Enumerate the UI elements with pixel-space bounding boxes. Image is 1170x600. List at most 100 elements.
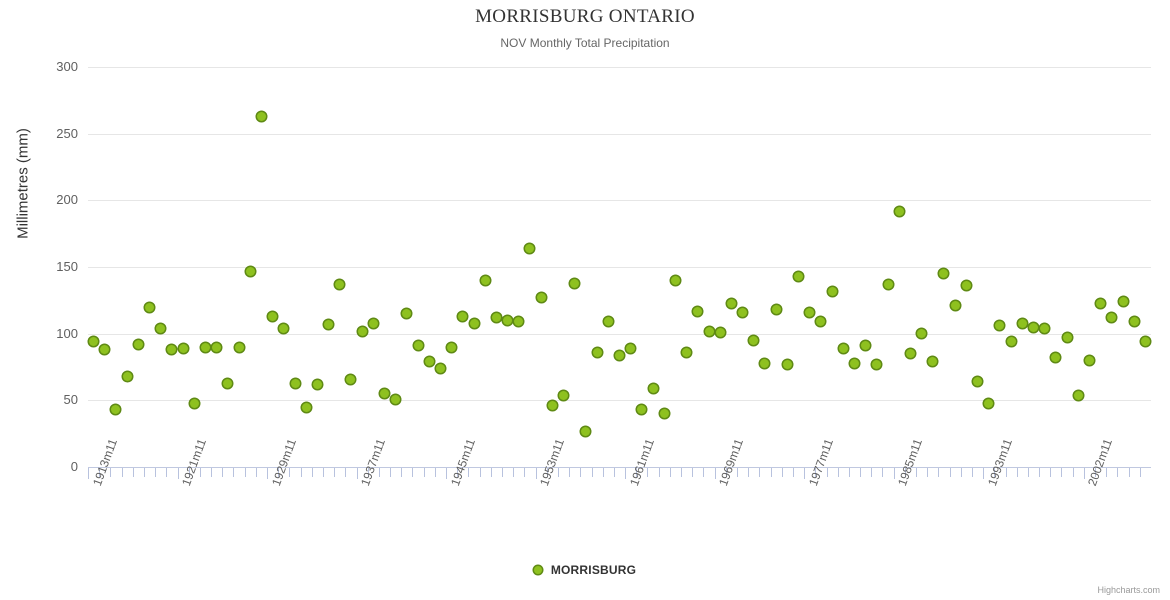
data-point[interactable]	[816, 317, 826, 327]
data-point[interactable]	[1040, 323, 1050, 333]
data-point[interactable]	[301, 402, 311, 412]
data-point[interactable]	[738, 307, 748, 317]
data-point[interactable]	[469, 318, 479, 328]
data-point[interactable]	[380, 389, 390, 399]
data-point[interactable]	[480, 275, 490, 285]
data-point[interactable]	[111, 405, 121, 415]
data-point[interactable]	[514, 317, 524, 327]
data-point[interactable]	[245, 266, 255, 276]
data-point[interactable]	[223, 378, 233, 388]
data-point[interactable]	[391, 394, 401, 404]
data-point[interactable]	[100, 345, 110, 355]
data-point[interactable]	[581, 426, 591, 436]
data-point[interactable]	[368, 318, 378, 328]
data-point[interactable]	[659, 409, 669, 419]
data-point[interactable]	[615, 350, 624, 360]
data-point[interactable]	[324, 319, 334, 329]
data-point[interactable]	[559, 390, 569, 400]
data-point[interactable]	[178, 343, 188, 353]
data-point[interactable]	[984, 398, 994, 408]
data-point[interactable]	[637, 405, 647, 415]
data-point[interactable]	[1118, 297, 1128, 307]
data-point[interactable]	[1140, 337, 1150, 347]
data-point[interactable]	[1107, 313, 1117, 323]
data-point[interactable]	[1006, 337, 1016, 347]
data-point[interactable]	[782, 359, 792, 369]
data-point[interactable]	[145, 302, 155, 312]
data-point[interactable]	[861, 341, 871, 351]
data-point[interactable]	[838, 343, 848, 353]
data-point[interactable]	[424, 357, 434, 367]
data-point[interactable]	[290, 378, 300, 388]
data-point[interactable]	[905, 349, 915, 359]
data-point[interactable]	[279, 323, 289, 333]
data-point[interactable]	[682, 347, 692, 357]
data-point[interactable]	[1129, 317, 1139, 327]
data-point[interactable]	[961, 281, 971, 291]
data-point[interactable]	[547, 401, 557, 411]
data-point[interactable]	[268, 311, 278, 321]
data-point[interactable]	[458, 311, 468, 321]
data-point[interactable]	[704, 326, 714, 336]
data-point[interactable]	[503, 315, 513, 325]
data-point[interactable]	[234, 342, 244, 352]
legend-item-morrisburg[interactable]: MORRISBURG	[533, 562, 636, 577]
data-point[interactable]	[402, 309, 412, 319]
data-point[interactable]	[122, 371, 132, 381]
data-point[interactable]	[89, 337, 99, 347]
data-point[interactable]	[256, 111, 266, 121]
data-point[interactable]	[200, 342, 210, 352]
data-point[interactable]	[357, 326, 367, 336]
data-point[interactable]	[133, 339, 143, 349]
data-point[interactable]	[917, 329, 927, 339]
data-point[interactable]	[805, 307, 815, 317]
data-point[interactable]	[346, 374, 356, 384]
data-point[interactable]	[827, 286, 837, 296]
data-point[interactable]	[883, 279, 893, 289]
x-axis-tick	[255, 468, 257, 477]
data-point[interactable]	[167, 345, 177, 355]
data-point[interactable]	[760, 358, 770, 368]
data-point[interactable]	[1073, 390, 1083, 400]
x-axis-tick	[1106, 468, 1108, 477]
highcharts-credits[interactable]: Highcharts.com	[1097, 585, 1160, 595]
data-point[interactable]	[570, 278, 580, 288]
data-point[interactable]	[1051, 353, 1061, 363]
data-point[interactable]	[749, 335, 759, 345]
data-point[interactable]	[1084, 355, 1094, 365]
data-point[interactable]	[1017, 318, 1027, 328]
data-point[interactable]	[939, 269, 949, 279]
data-point[interactable]	[491, 313, 501, 323]
data-point[interactable]	[312, 379, 322, 389]
data-point[interactable]	[670, 275, 680, 285]
data-point[interactable]	[715, 327, 725, 337]
data-point[interactable]	[413, 341, 423, 351]
data-point[interactable]	[950, 301, 960, 311]
data-point[interactable]	[771, 305, 781, 315]
data-point[interactable]	[603, 317, 613, 327]
data-point[interactable]	[447, 342, 457, 352]
data-point[interactable]	[973, 377, 983, 387]
data-point[interactable]	[928, 357, 938, 367]
data-point[interactable]	[189, 398, 199, 408]
data-point[interactable]	[894, 206, 904, 216]
data-point[interactable]	[1096, 298, 1106, 308]
data-point[interactable]	[156, 323, 166, 333]
data-point[interactable]	[435, 363, 445, 373]
y-axis-tick-label: 50	[63, 392, 78, 408]
data-point[interactable]	[1029, 322, 1038, 332]
data-point[interactable]	[794, 271, 804, 281]
data-point[interactable]	[849, 358, 859, 368]
data-point[interactable]	[536, 293, 546, 303]
data-point[interactable]	[525, 243, 535, 253]
data-point[interactable]	[648, 383, 658, 393]
data-point[interactable]	[626, 343, 636, 353]
data-point[interactable]	[212, 342, 222, 352]
data-point[interactable]	[726, 298, 736, 308]
data-point[interactable]	[872, 359, 882, 369]
data-point[interactable]	[693, 306, 703, 316]
data-point[interactable]	[1062, 333, 1072, 343]
data-point[interactable]	[335, 279, 345, 289]
data-point[interactable]	[592, 347, 602, 357]
data-point[interactable]	[995, 321, 1005, 331]
